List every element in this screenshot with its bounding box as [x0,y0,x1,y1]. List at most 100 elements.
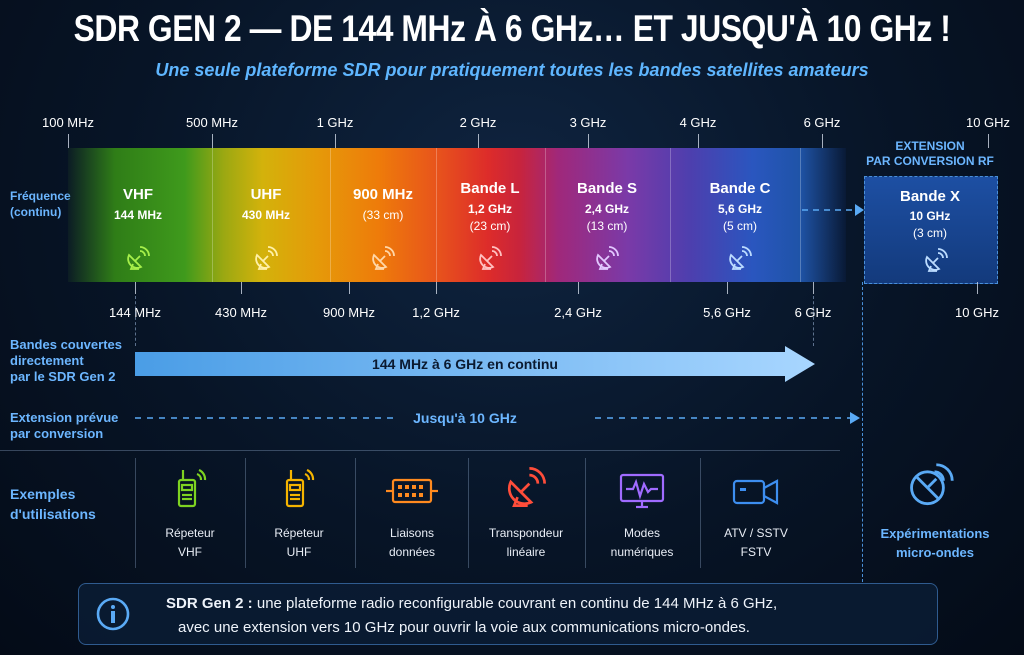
uses-divider [468,458,469,568]
spectrum-bar [68,148,846,282]
data-link-icon [386,478,438,504]
satellite-dish-icon [127,246,150,270]
top-tick-mark [335,134,336,148]
bottom-tick-900mhz: 900 MHz [322,305,376,320]
covered-label: Bandes couvertes directement par le SDR … [10,337,122,384]
band-divider [212,148,213,282]
top-tick-1ghz: 1 GHz [316,115,354,130]
satellite-dish-icon [910,463,954,506]
band-divider [800,148,801,282]
bottom-tick-mark [241,282,242,294]
band-x-freq: 10 GHz [909,209,951,223]
radio-icon [177,468,207,508]
band-x-box [864,176,998,284]
top-tick-mark [588,134,589,148]
satellite-dish-icon [729,246,752,270]
top-tick-mark [478,134,479,148]
band-uhf-freq: 430 MHz [241,208,291,222]
band-divider [330,148,331,282]
top-tick-2ghz: 2 GHz [459,115,497,130]
top-tick-4ghz: 4 GHz [679,115,717,130]
frequency-label: Fréquence (continu) [10,189,71,219]
use-label-atv-sstv: ATV / SSTV FSTV [724,526,788,559]
guide-line [135,296,136,346]
band-c-freq: 5,6 GHz [717,202,763,216]
info-text-line2: avec une extension vers 10 GHz pour ouvr… [178,619,750,636]
top-tick-mark [212,134,213,148]
band-l-wl: (23 cm) [469,219,511,233]
use-label-digital-modes: Modes numériques [610,526,674,559]
satellite-dish-icon [596,246,619,270]
coverage-arrow-text: 144 MHz à 6 GHz en continu [372,356,558,372]
band-s-freq: 2,4 GHz [584,202,630,216]
use-label-uhf-repeater: Répeteur UHF [274,526,324,559]
top-tick-500mhz: 500 MHz [185,115,239,130]
band-x-name: Bande X [899,188,961,205]
bottom-tick-2-4ghz: 2,4 GHz [554,305,602,320]
bottom-tick-mark [977,282,978,294]
band-uhf-name: UHF [250,186,282,203]
guide-line [813,296,814,346]
band-s-wl: (13 cm) [586,219,628,233]
camera-icon [732,479,779,505]
coverage-arrow [135,346,815,382]
info-text-line1: SDR Gen 2 : une plateforme radio reconfi… [166,595,778,612]
satellite-dish-icon [507,467,546,507]
info-icon [96,597,130,631]
section-divider [0,450,840,451]
uses-divider [245,458,246,568]
band-900-name: 900 MHz [352,186,414,203]
satellite-dish-icon [255,246,278,270]
top-tick-6ghz: 6 GHz [803,115,841,130]
extension-guide-line [862,282,863,582]
top-tick-100mhz: 100 MHz [41,115,95,130]
uses-divider [135,458,136,568]
use-label-microwave-experiments: Expérimentations micro-ondes [880,526,990,560]
band-divider [670,148,671,282]
page-title: SDR GEN 2 — DE 144 MHz À 6 GHz… ET JUSQU… [73,8,951,49]
extension-connector-arrow [802,204,864,216]
extension-title: EXTENSION PAR CONVERSION RF [866,139,994,168]
uses-divider [700,458,701,568]
page-subtitle: Une seule plateforme SDR pour pratiqueme… [155,60,869,80]
top-tick-3ghz: 3 GHz [569,115,607,130]
satellite-dish-icon [479,246,502,270]
bottom-tick-mark [813,282,814,294]
top-tick-mark [68,134,69,148]
bottom-tick-mark [578,282,579,294]
use-label-data-links: Liaisons données [388,526,436,559]
bottom-tick-mark [135,282,136,294]
planned-dashed-arrow [135,412,860,424]
top-tick-mark [698,134,699,148]
band-c-wl: (5 cm) [723,219,757,233]
band-divider [436,148,437,282]
top-tick-mark [822,134,823,148]
band-l-name: Bande L [460,180,520,197]
bottom-tick-1-2ghz: 1,2 GHz [412,305,460,320]
bottom-tick-mark [727,282,728,294]
satellite-dish-icon [372,246,395,270]
band-divider [545,148,546,282]
use-label-vhf-repeater: Répeteur VHF [165,526,215,559]
uses-divider [355,458,356,568]
radio-icon [285,468,315,508]
band-c-name: Bande C [709,180,771,197]
band-x-wl: (3 cm) [913,226,947,240]
band-vhf-freq: 144 MHz [113,208,163,222]
satellite-dish-icon [925,248,948,272]
band-l-freq: 1,2 GHz [467,202,513,216]
top-tick-mark [988,134,989,148]
info-box [78,583,938,645]
use-label-linear-transponder: Transpondeur linéaire [488,526,564,559]
bottom-tick-430mhz: 430 MHz [214,305,268,320]
uses-divider [585,458,586,568]
bottom-tick-10ghz: 10 GHz [954,305,1000,320]
planned-label: Extension prévue par conversion [10,410,119,441]
band-900-wl: (33 cm) [362,208,404,222]
band-vhf-name: VHF [123,186,153,203]
bottom-tick-5-6ghz: 5,6 GHz [703,305,751,320]
top-tick-10ghz: 10 GHz [965,115,1011,130]
bottom-tick-mark [349,282,350,294]
band-s-name: Bande S [576,180,638,197]
planned-arrow-text: Jusqu'à 10 GHz [413,410,517,426]
